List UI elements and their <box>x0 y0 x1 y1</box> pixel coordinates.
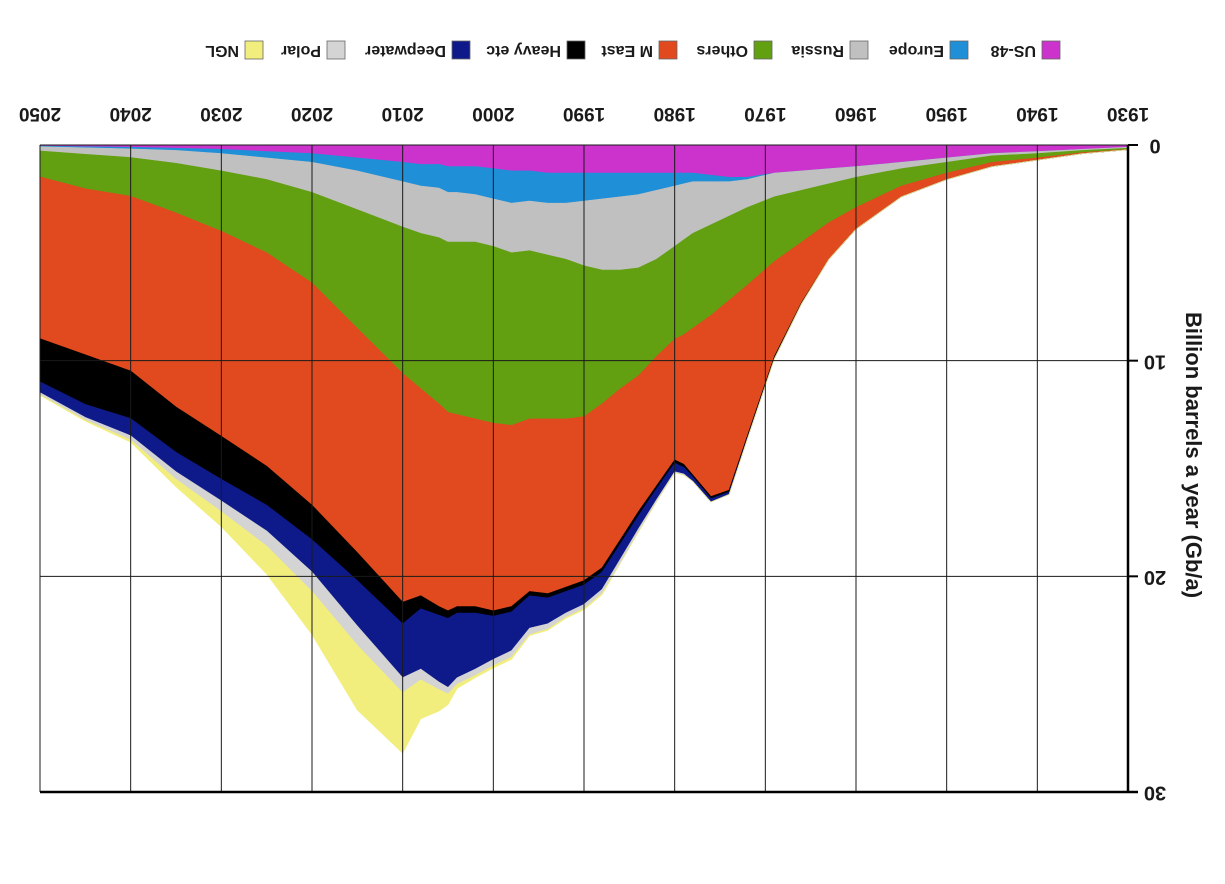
x-tick-label: 1950 <box>926 103 968 124</box>
legend-item-europe: Europe <box>889 40 969 60</box>
x-tick-label: 2040 <box>110 103 152 124</box>
x-tick-label: 1970 <box>744 103 786 124</box>
legend-label: NGL <box>205 42 239 59</box>
legend-label: Polar <box>281 42 321 59</box>
legend-swatch <box>849 40 869 60</box>
legend-label: US-48 <box>991 42 1036 59</box>
legend-label: Deepwater <box>365 42 446 59</box>
x-tick-label: 2000 <box>472 103 514 124</box>
x-tick-label: 1990 <box>563 103 605 124</box>
legend-item-russia: Russia <box>791 40 869 60</box>
legend-item-us-48: US-48 <box>991 40 1061 60</box>
y-tick-label: 20 <box>1144 566 1166 588</box>
legend-swatch <box>1041 40 1061 60</box>
legend-swatch <box>451 40 471 60</box>
x-tick-label: 2020 <box>291 103 333 124</box>
legend-label: Heavy etc <box>486 42 561 59</box>
legend-item-deepwater: Deepwater <box>365 40 471 60</box>
x-tick-label: 1980 <box>654 103 696 124</box>
x-tick-label: 1930 <box>1107 103 1149 124</box>
legend-label: M East <box>601 42 653 59</box>
legend-swatch <box>753 40 773 60</box>
legend: US-48 Europe Russia Others M East Heavy etc De… <box>205 40 1061 60</box>
legend-label: Russia <box>791 42 844 59</box>
x-tick-label: 2030 <box>200 103 242 124</box>
x-axis-tick-labels: 1930 1940 1950 1960 1970 1980 1990 2000 2010 2020… <box>19 103 1149 124</box>
legend-swatch <box>658 40 678 60</box>
x-tick-label: 2050 <box>19 103 61 124</box>
legend-item-heavy-etc: Heavy etc <box>486 40 586 60</box>
x-tick-label: 1960 <box>835 103 877 124</box>
y-tick-label: 0 <box>1149 135 1160 157</box>
y-tick-label: 10 <box>1144 350 1166 372</box>
x-tick-label: 1940 <box>1016 103 1058 124</box>
legend-item-ngl: NGL <box>205 40 264 60</box>
y-axis-label: Billion barrels a year (Gb/a) <box>1181 312 1206 598</box>
legend-swatch <box>326 40 346 60</box>
axes <box>40 144 1138 794</box>
x-tick-label: 2010 <box>382 103 424 124</box>
legend-swatch <box>566 40 586 60</box>
legend-item-polar: Polar <box>281 40 346 60</box>
legend-swatch <box>244 40 264 60</box>
y-axis-tick-labels: 0 10 20 30 <box>1144 135 1166 804</box>
legend-label: Others <box>696 42 748 59</box>
legend-item-others: Others <box>696 40 773 60</box>
y-tick-label: 30 <box>1144 782 1166 804</box>
legend-label: Europe <box>889 42 944 59</box>
legend-swatch <box>949 40 969 60</box>
legend-item-m-east: M East <box>601 40 678 60</box>
